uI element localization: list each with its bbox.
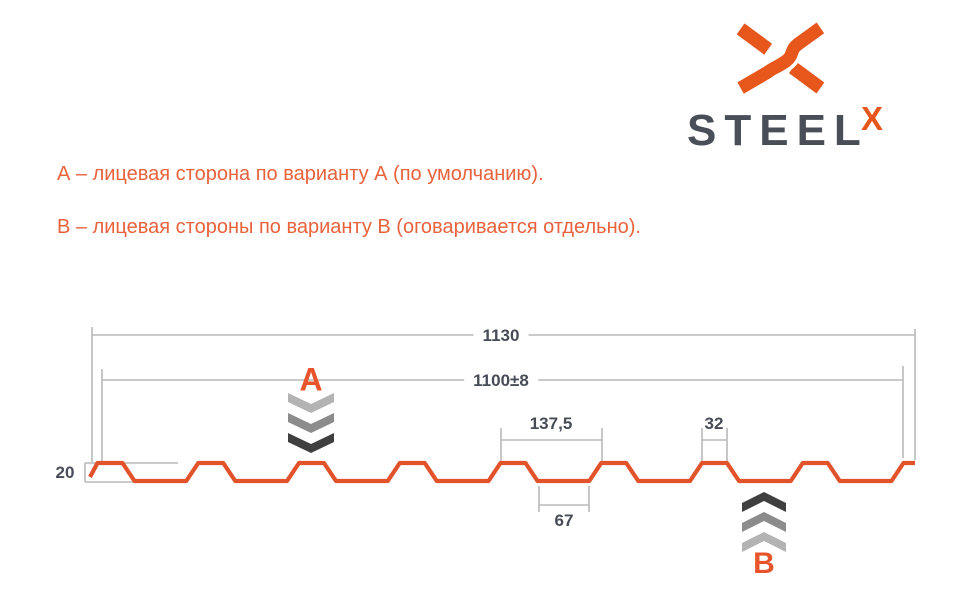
note-line-b: В – лицевая стороны по варианту В (огова… (57, 216, 641, 238)
logo-nw-stub (736, 23, 773, 55)
dim-label-profile-height: 20 (55, 463, 75, 482)
marker-a-label: А (299, 361, 323, 398)
dim-label-working-width: 1100±8 (464, 371, 538, 391)
logo-x-mark-icon (735, 19, 827, 97)
chevron-a-light (288, 393, 334, 413)
dimension-lines (84, 327, 916, 512)
brand-wordmark: STEEL (687, 106, 869, 155)
chevron-b-medium (742, 512, 786, 532)
profile-outline (88, 460, 915, 484)
marker-b-label: В (753, 547, 775, 580)
note-line-a: А – лицевая сторона по варианту А (по ум… (57, 163, 544, 185)
chevron-a-medium (288, 413, 334, 433)
chevron-a-icon (288, 393, 334, 453)
logo-weave-ribbon (737, 22, 825, 94)
chevron-b-icon (742, 492, 786, 552)
dim-label-bottom-flat: 67 (554, 511, 574, 530)
brand-superscript-x: X (861, 100, 884, 137)
chevron-b-dark (742, 492, 786, 512)
dim-label-rib-crest: 32 (704, 414, 724, 433)
chevron-a-dark (288, 433, 334, 453)
dim-label-total-width: 1130 (473, 326, 529, 346)
chevron-b-light (742, 532, 786, 552)
dim-label-rib-pitch: 137,5 (529, 414, 573, 433)
logo-se-stub (788, 62, 825, 94)
